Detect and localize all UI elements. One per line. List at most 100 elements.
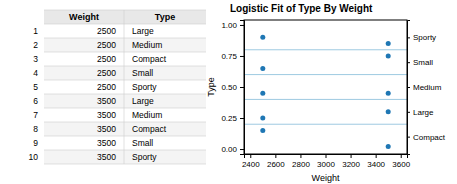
tick: 1.00 [221, 21, 244, 30]
table-cell: Small [132, 138, 153, 148]
table-rule [44, 66, 206, 67]
tick-mark [300, 154, 301, 158]
tick-label: 2400 [242, 160, 260, 169]
category-boundary [244, 74, 407, 75]
tick-label: 2800 [292, 160, 310, 169]
point [386, 109, 391, 114]
tick-mark [240, 25, 244, 26]
tick: Large [407, 108, 434, 117]
tick-label: 1.00 [221, 21, 237, 30]
tick-label: 3000 [317, 160, 335, 169]
table-cell: 3500 [97, 96, 116, 106]
y-axis-title: Type [206, 77, 216, 97]
table-rule [44, 10, 206, 11]
point [260, 91, 265, 96]
axis-domain [408, 21, 411, 155]
table-cell: Large [132, 26, 154, 36]
table-rule [44, 80, 206, 81]
tick: 3200 [342, 154, 360, 169]
category-boundary [244, 124, 407, 125]
tick-mark [240, 149, 244, 150]
table-cell: 3500 [97, 138, 116, 148]
table-row-label: 3 [33, 54, 38, 64]
table-cell: 3500 [97, 110, 116, 120]
tick-label: Sporty [413, 33, 436, 42]
table-rule [44, 24, 206, 25]
table-cell: Large [132, 96, 154, 106]
tick-label: 2600 [267, 160, 285, 169]
point [386, 41, 391, 46]
point [386, 53, 391, 58]
table-row-bg [44, 80, 206, 94]
tick-label: 0.00 [221, 145, 237, 154]
table-row-label: 5 [33, 82, 38, 92]
tick-label: Compact [413, 133, 446, 142]
tick-label: Large [413, 108, 434, 117]
tick-label: 3400 [367, 160, 385, 169]
table-row-bg [44, 122, 206, 136]
table-rule [44, 38, 206, 39]
table-cell: 2500 [97, 26, 116, 36]
table-row-label: 6 [33, 96, 38, 106]
tick: 0.00 [221, 145, 244, 154]
title: Logistic Fit of Type By Weight [230, 3, 373, 14]
tick: 3600 [392, 154, 410, 169]
y-axis: 0.00 0.25 0.50 0.75 1.00 [221, 21, 244, 155]
point [260, 128, 265, 133]
table-header: Weight [69, 12, 99, 22]
tick: 3000 [317, 154, 335, 169]
table-rule [44, 164, 206, 165]
tick: 0.50 [221, 83, 244, 92]
table-row-bg [44, 24, 206, 38]
table-row-label: 2 [33, 40, 38, 50]
table-cell: Compact [132, 124, 167, 134]
category-boundary [244, 99, 407, 100]
point [260, 116, 265, 121]
tick-label: 3200 [342, 160, 360, 169]
table-cell: 2500 [97, 68, 116, 78]
table-row-bg [44, 150, 206, 164]
point [386, 144, 391, 149]
tick-mark [401, 154, 402, 158]
table-row-bg [44, 94, 206, 108]
tick: 3400 [367, 154, 385, 169]
tick-mark [250, 154, 251, 158]
tick-mark [326, 154, 327, 158]
table-row-bg [44, 108, 206, 122]
tick: 2600 [267, 154, 285, 169]
plot-frame [244, 20, 407, 154]
table-cell: 3500 [97, 152, 116, 162]
tick-label: 0.25 [221, 114, 237, 123]
table-row-label: 9 [33, 138, 38, 148]
tick: Small [407, 58, 433, 67]
tick-label: 0.75 [221, 52, 237, 61]
table: WeightType123456789102500250025002500250… [29, 10, 206, 164]
table-cell: Sporty [132, 82, 157, 92]
table-header-bg [44, 10, 206, 24]
table-cell: Sporty [132, 152, 157, 162]
table-row-bg [44, 136, 206, 150]
point [260, 35, 265, 40]
plot: 2400 2600 2800 3000 3200 3400 3600 0.00 0.25 0.50… [206, 20, 446, 183]
tick: 0.75 [221, 52, 244, 61]
table-rule [44, 136, 206, 137]
table-cell: 2500 [97, 54, 116, 64]
table-cell: Medium [132, 110, 162, 120]
table-row-label: 10 [29, 152, 39, 162]
table-cell: 2500 [97, 82, 116, 92]
y2-axis: Compact Large Medium Small Sporty [407, 21, 446, 155]
tick-mark [240, 87, 244, 88]
x-axis-title: Weight [312, 173, 340, 183]
table-rule [44, 52, 206, 53]
table-cell: Medium [132, 40, 162, 50]
table-rule [44, 108, 206, 109]
tick-label: Medium [413, 83, 442, 92]
tick-label: 0.50 [221, 83, 237, 92]
tick-mark [240, 118, 244, 119]
marks [244, 35, 407, 149]
chart: WeightType123456789102500250025002500250… [0, 0, 457, 184]
tick-label: 3600 [392, 160, 410, 169]
table-row-bg [44, 38, 206, 52]
tick: Sporty [407, 33, 436, 42]
axis-domain [245, 155, 408, 159]
